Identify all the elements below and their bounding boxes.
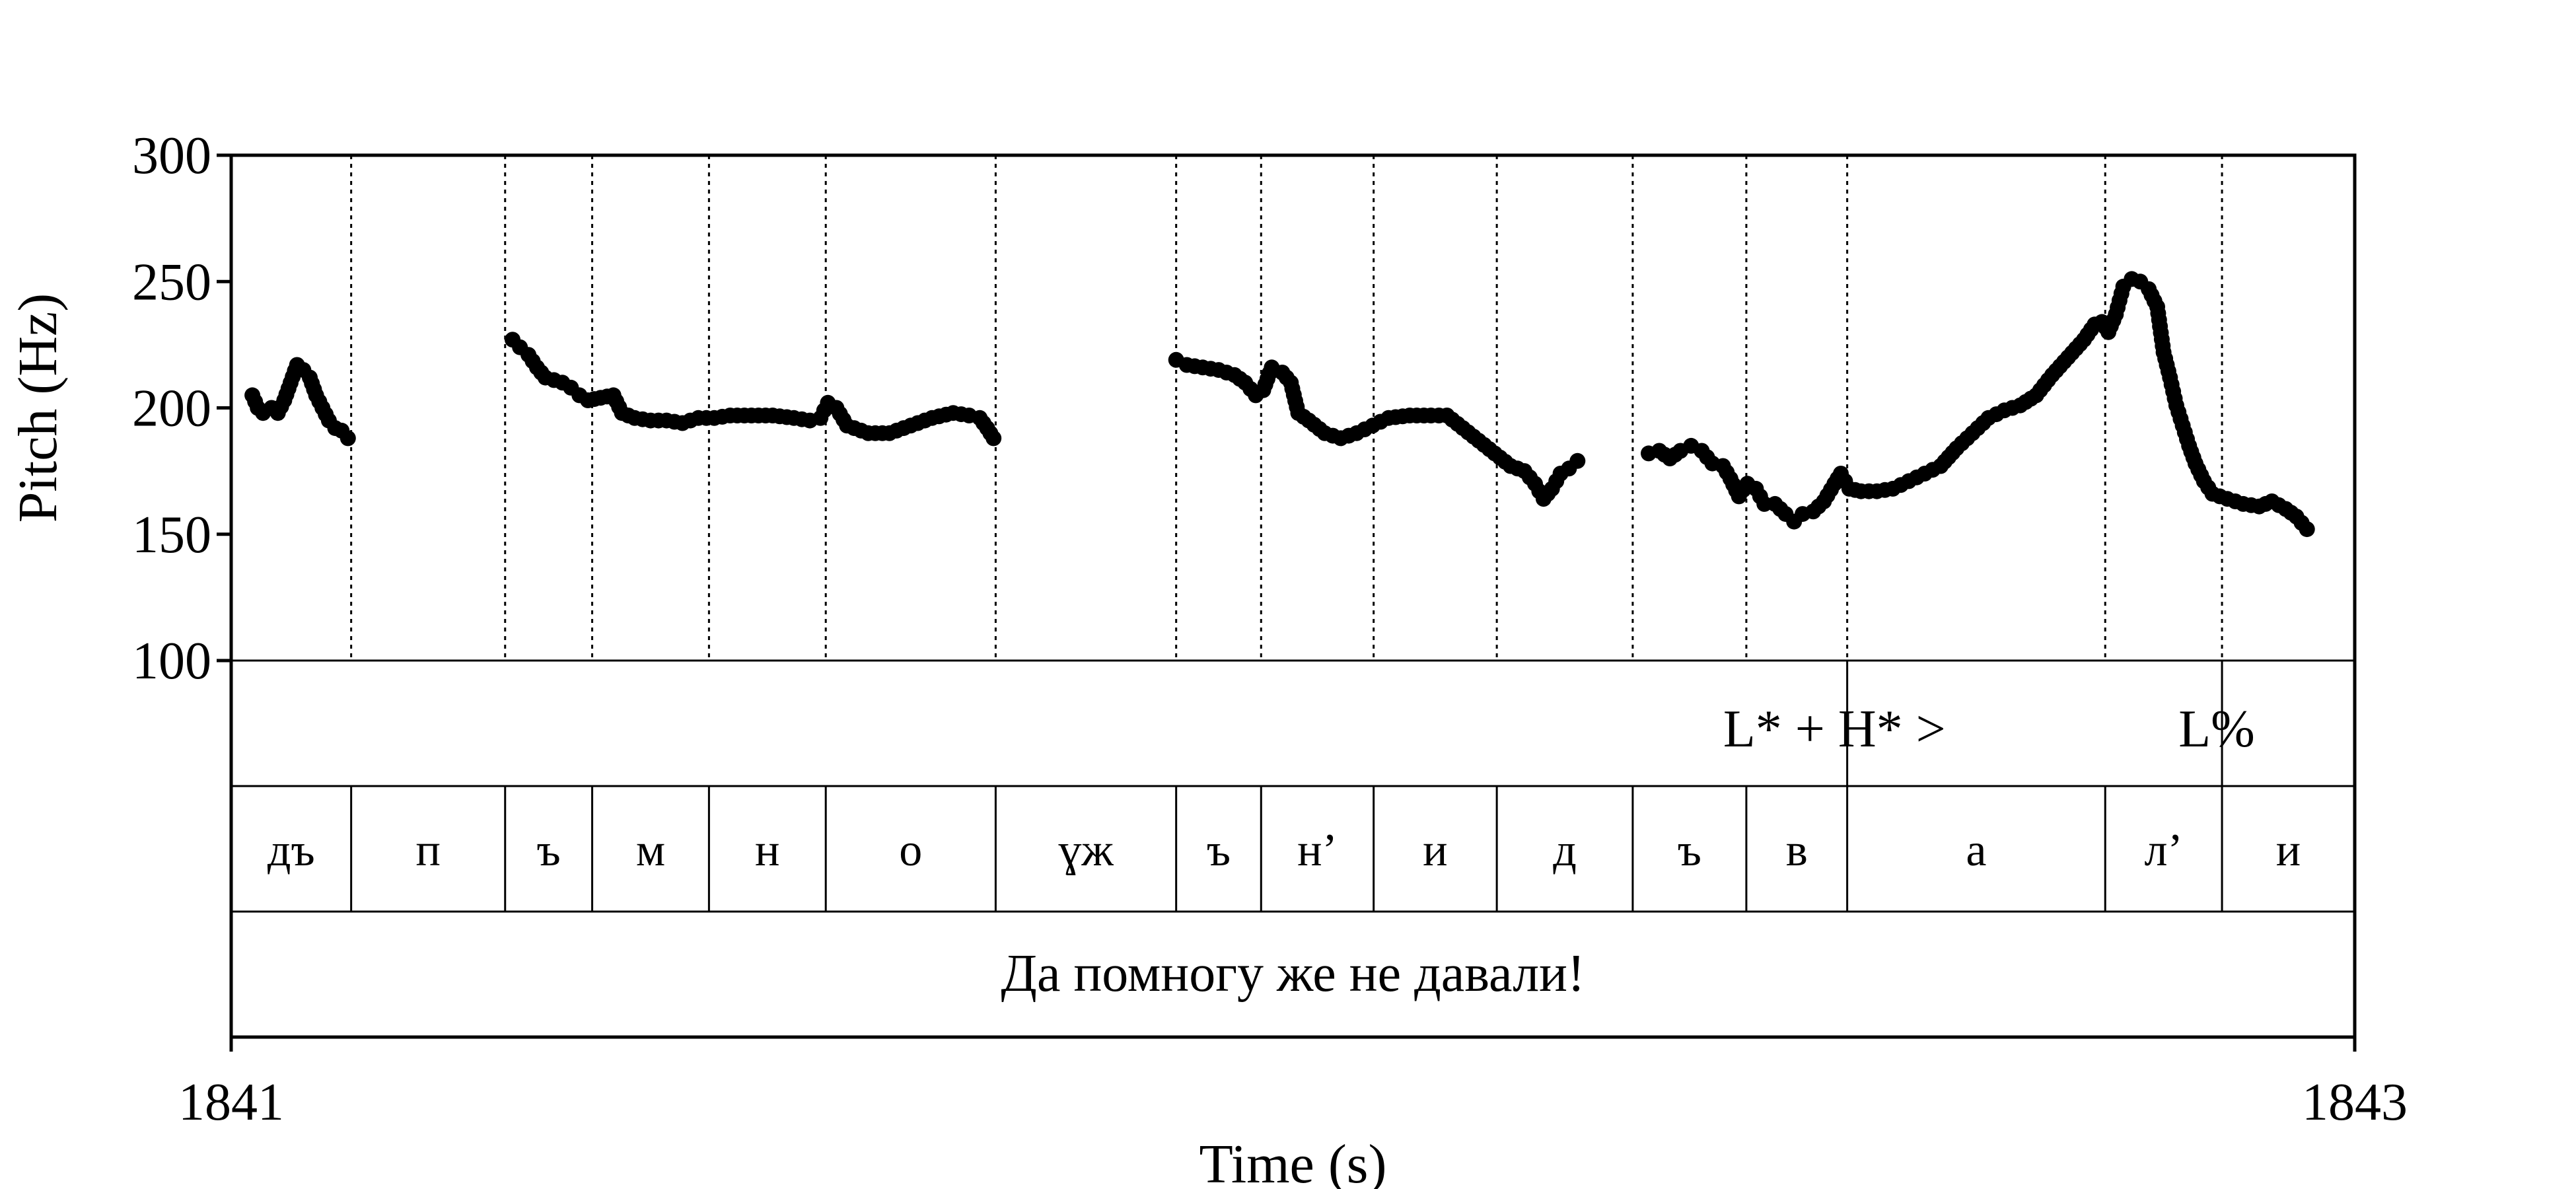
plot-frame: [229, 153, 2357, 1039]
tone-tier: L* + H* > L%: [1723, 700, 2255, 758]
segment-label: о: [899, 825, 922, 876]
segment-label: и: [1423, 825, 1447, 876]
segment-label: д: [1553, 825, 1577, 876]
pitch-points: [244, 271, 2315, 538]
segment-label: а: [1966, 825, 1986, 876]
segment-label: п: [415, 825, 440, 876]
y-tick-label: 250: [132, 253, 211, 311]
y-tick-label: 200: [132, 380, 211, 438]
y-tick-label: 100: [132, 632, 211, 690]
segment-label: ъ: [1207, 825, 1231, 876]
segment-tier: дъ п ъ м н о ɣж ъ н’ и д ъ в а л’ и: [268, 825, 2301, 876]
segment-boundary-lines: [350, 155, 2223, 661]
tier-boundaries: [231, 659, 2355, 913]
segment-label: ɣж: [1058, 825, 1114, 876]
y-tick-label: 300: [132, 127, 211, 185]
x-axis-title: Time (s): [1199, 1134, 1387, 1189]
segment-label: дъ: [268, 825, 315, 876]
segment-label: л’: [2145, 825, 2183, 876]
segment-label: ъ: [537, 825, 561, 876]
pitch-point: [1569, 452, 1586, 469]
tone-label: L%: [2178, 700, 2255, 758]
segment-label: н’: [1297, 825, 1338, 876]
x-tick-label-start: 1841: [178, 1073, 284, 1132]
segment-label: в: [1786, 825, 1808, 876]
tone-label: L* + H* >: [1723, 700, 1946, 758]
segment-label: ъ: [1678, 825, 1701, 876]
pitch-point: [340, 430, 356, 447]
pitch-point: [2299, 521, 2315, 538]
y-tick-label: 150: [132, 506, 211, 564]
x-tick-label-end: 1843: [2302, 1073, 2408, 1132]
segment-label: н: [755, 825, 779, 876]
sentence-label: Да помногу же не давали!: [1001, 945, 1585, 1003]
pitch-point: [985, 430, 1002, 447]
segment-label: м: [636, 825, 665, 876]
y-axis-ticks: 100 150 200 250 300: [132, 127, 231, 690]
y-axis-title: Pitch (Hz): [7, 293, 69, 523]
segment-label: и: [2276, 825, 2301, 876]
